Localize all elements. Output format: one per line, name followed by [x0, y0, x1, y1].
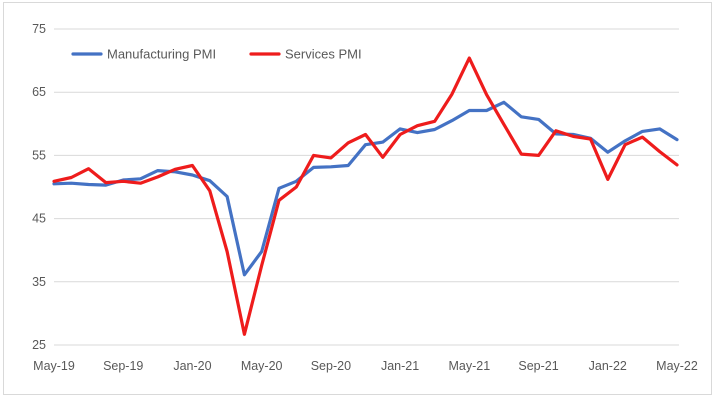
- x-tick-label: May-21: [448, 359, 490, 373]
- y-tick-label: 45: [32, 212, 46, 226]
- x-tick-label: Sep-19: [103, 359, 143, 373]
- y-tick-label: 65: [32, 85, 46, 99]
- x-tick-label: May-19: [33, 359, 75, 373]
- x-tick-label: May-20: [241, 359, 283, 373]
- x-tick-label: Sep-20: [311, 359, 351, 373]
- y-tick-label: 75: [32, 22, 46, 36]
- y-tick-label: 55: [32, 148, 46, 162]
- x-tick-label: Jan-20: [173, 359, 211, 373]
- x-tick-label: Sep-21: [518, 359, 558, 373]
- y-tick-label: 35: [32, 275, 46, 289]
- legend-label: Manufacturing PMI: [107, 47, 216, 62]
- legend-label: Services PMI: [285, 47, 362, 62]
- series-line-manufacturing-pmi: [52, 100, 679, 277]
- x-tick-label: May-22: [656, 359, 698, 373]
- chart-frame: [3, 2, 712, 395]
- series-line-services-pmi: [52, 56, 679, 336]
- y-tick-label: 25: [32, 338, 46, 352]
- x-tick-label: Jan-22: [589, 359, 627, 373]
- x-tick-label: Jan-21: [381, 359, 419, 373]
